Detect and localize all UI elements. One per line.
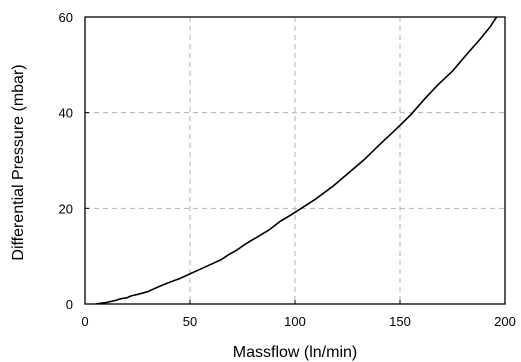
series-layer [95, 16, 498, 305]
y-tick-label: 0 [66, 297, 73, 312]
axes [84, 16, 506, 305]
tick-labels: 0 50 100 150 200 0 20 40 60 [59, 10, 516, 329]
x-tick-label: 50 [183, 314, 197, 329]
series-line [95, 16, 498, 305]
x-tick-label: 100 [284, 314, 306, 329]
y-tick-label: 40 [59, 106, 73, 121]
y-tick-label: 20 [59, 201, 73, 216]
x-tick-label: 150 [389, 314, 411, 329]
y-axis-title: Differential Pressure (mbar) [10, 64, 27, 260]
x-tick-label: 0 [81, 314, 88, 329]
x-axis-title: Massflow (ln/min) [233, 344, 357, 361]
y-tick-label: 60 [59, 10, 73, 25]
grid-lines [85, 17, 505, 304]
x-tick-label: 200 [494, 314, 516, 329]
